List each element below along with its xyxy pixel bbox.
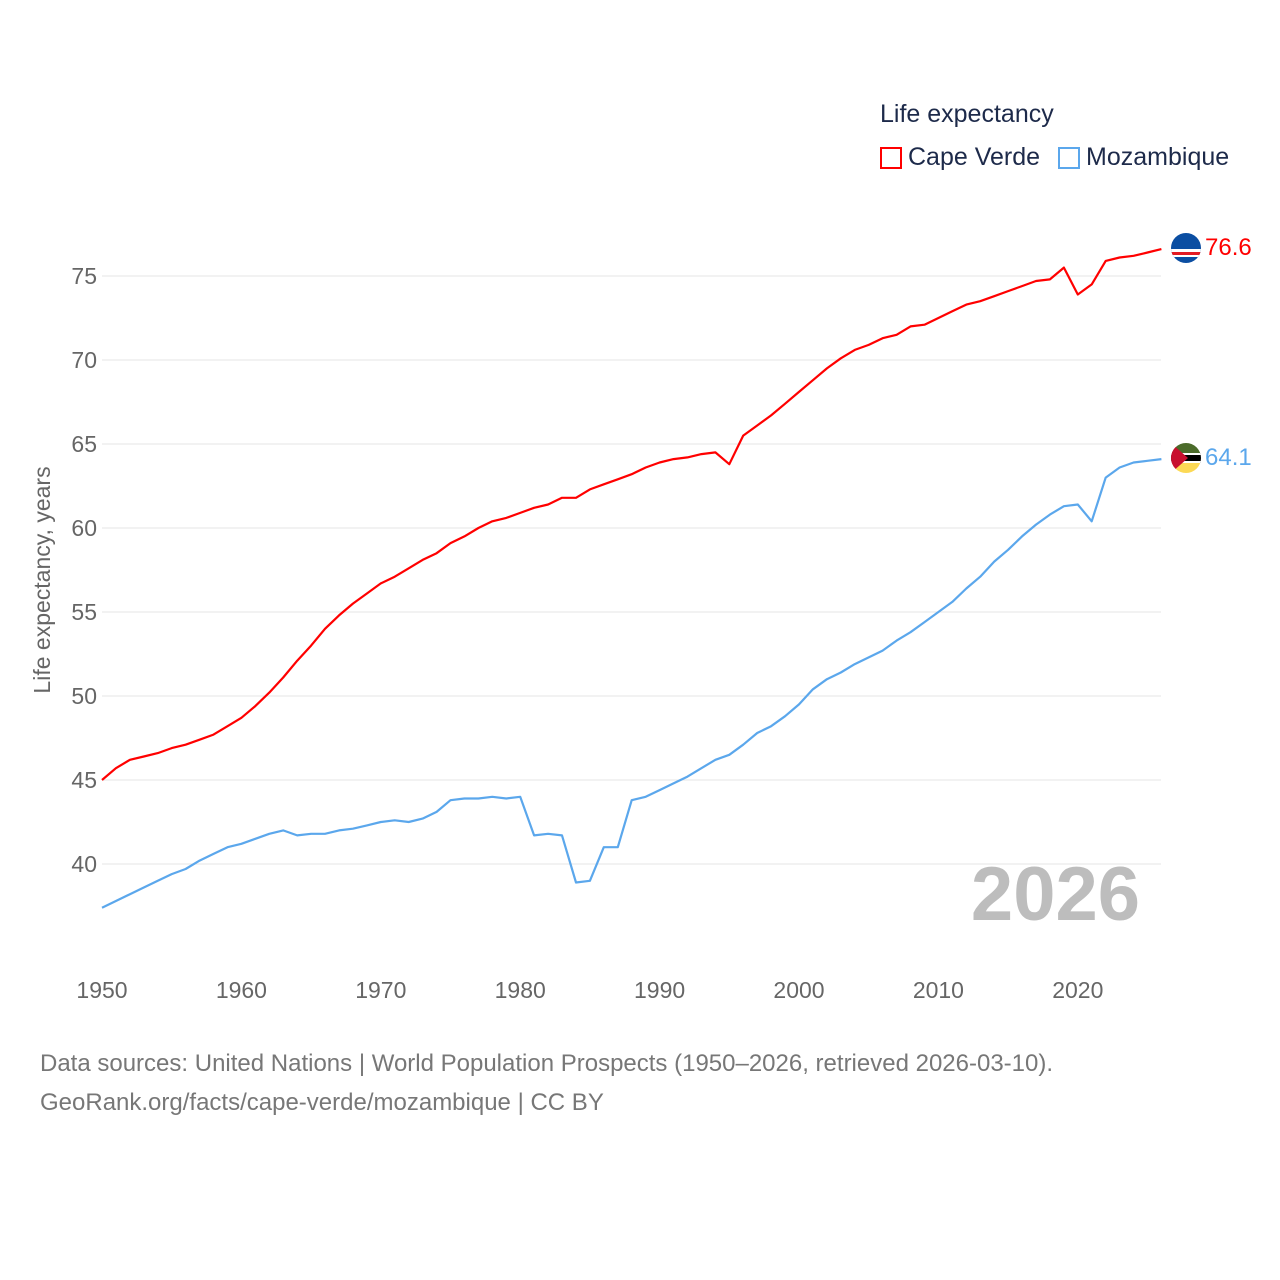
y-axis-label: Life expectancy, years [29, 466, 55, 693]
x-tick-label: 1960 [216, 977, 267, 1003]
legend-swatch [880, 146, 902, 169]
x-tick-label: 1980 [495, 977, 546, 1003]
legend-label: Mozambique [1086, 143, 1230, 171]
mozambique-flag-icon [1171, 443, 1201, 473]
legend-swatch [1058, 146, 1081, 169]
end-label-mozambique: 64.1 [1205, 444, 1252, 471]
y-tick-label: 70 [71, 347, 97, 373]
legend: Cape Verde Mozambique [880, 143, 1229, 172]
legend-item-mozambique[interactable]: Mozambique [1058, 143, 1229, 172]
legend-item-cape-verde[interactable]: Cape Verde [880, 143, 1040, 172]
x-tick-label: 1950 [76, 977, 127, 1003]
attribution-link[interactable]: GeoRank.org/facts/cape-verde/mozambique … [40, 1089, 604, 1116]
end-label-cape-verde: 76.6 [1205, 234, 1252, 261]
y-tick-label: 55 [71, 599, 97, 625]
x-tick-label: 1990 [634, 977, 685, 1003]
y-tick-label: 65 [71, 431, 97, 457]
cape-verde-flag-icon [1171, 233, 1201, 263]
footer: Data sources: United Nations | World Pop… [40, 1044, 1053, 1122]
y-tick-label: 40 [71, 851, 97, 877]
year-label: 2026 [971, 852, 1140, 937]
data-source-text: Data sources: United Nations | World Pop… [40, 1050, 1054, 1077]
x-tick-label: 1970 [355, 977, 406, 1003]
y-tick-label: 50 [71, 683, 97, 709]
y-tick-label: 60 [71, 515, 97, 541]
x-tick-label: 2020 [1052, 977, 1103, 1003]
series-line-mozambique[interactable] [101, 458, 1162, 909]
legend-label: Cape Verde [908, 143, 1041, 171]
x-tick-label: 2010 [913, 977, 964, 1003]
series-line-cape-verde[interactable] [101, 248, 1162, 781]
x-tick-label: 2000 [773, 977, 824, 1003]
y-tick-label: 45 [71, 767, 97, 793]
line-chart: 40 45 50 55 60 65 70 75 1950 1960 1970 1980 1990 200… [29, 233, 1252, 1003]
y-tick-label: 75 [71, 263, 97, 289]
legend-title: Life expectancy [880, 100, 1054, 128]
